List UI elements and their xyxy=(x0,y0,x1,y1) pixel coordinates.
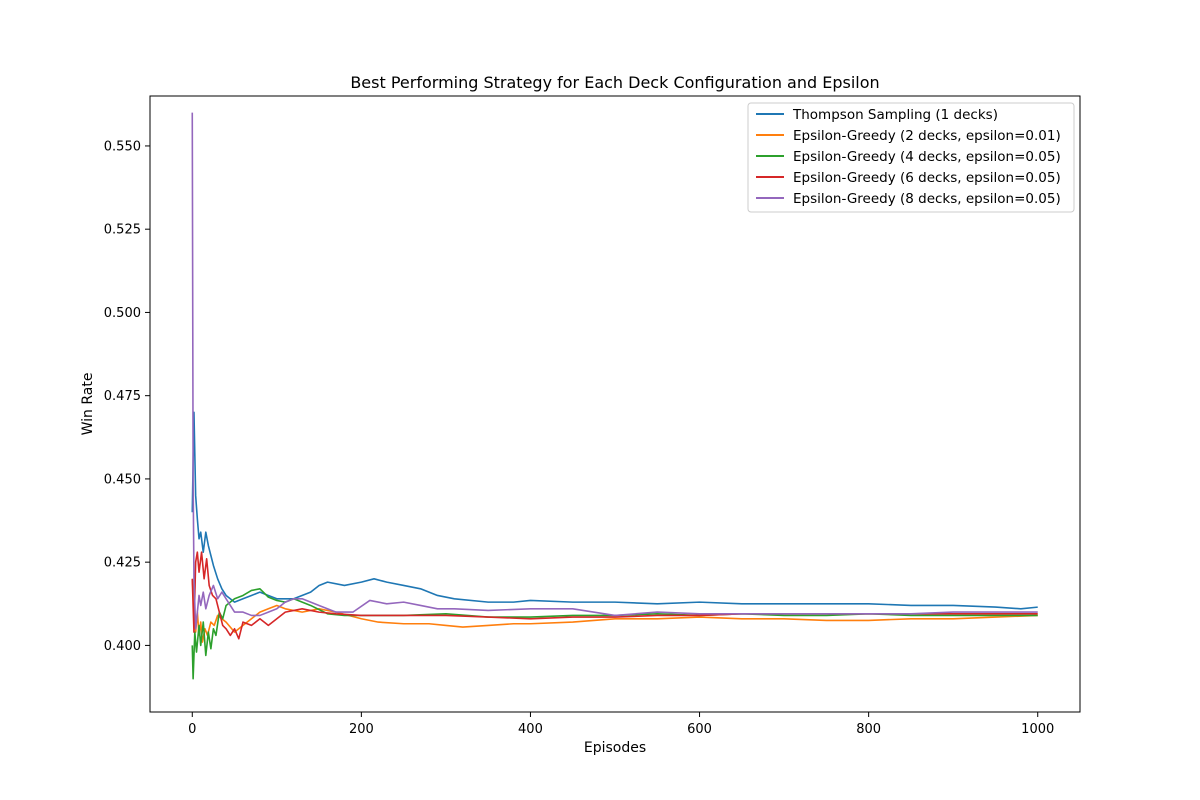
legend-label: Thompson Sampling (1 decks) xyxy=(792,107,998,123)
plot-frame xyxy=(149,95,1081,713)
x-axis-label: Episodes xyxy=(584,740,646,756)
x-tick-label: 400 xyxy=(518,722,543,737)
legend: Thompson Sampling (1 decks) Epsilon-Greed… xyxy=(747,102,1075,213)
series-line-1 xyxy=(191,411,1038,610)
x-axis: 0 200 400 600 800 1000 xyxy=(188,712,1054,737)
y-tick-label: 0.500 xyxy=(104,306,141,321)
y-tick-label: 0.450 xyxy=(104,472,141,487)
y-tick-label: 0.475 xyxy=(104,389,141,404)
series-line-5 xyxy=(191,112,1038,630)
legend-label: Epsilon-Greedy (8 decks, epsilon=0.05) xyxy=(793,191,1061,207)
legend-box xyxy=(747,102,1075,213)
x-tick-label: 600 xyxy=(687,722,712,737)
legend-label: Epsilon-Greedy (2 decks, epsilon=0.01) xyxy=(793,128,1061,144)
y-tick-label: 0.400 xyxy=(104,639,141,654)
y-axis-label: Win Rate xyxy=(80,373,96,436)
y-axis: 0.400 0.425 0.450 0.475 0.500 0.525 0.550 xyxy=(104,139,150,654)
chart-title: Best Performing Strategy for Each Deck C… xyxy=(350,73,879,92)
x-tick-label: 800 xyxy=(856,722,881,737)
y-tick-label: 0.425 xyxy=(104,556,141,571)
x-tick-label: 1000 xyxy=(1021,722,1054,737)
x-tick-label: 0 xyxy=(188,722,196,737)
series-line-2 xyxy=(191,578,1038,643)
legend-label: Epsilon-Greedy (6 decks, epsilon=0.05) xyxy=(793,170,1061,186)
y-tick-label: 0.525 xyxy=(104,223,141,238)
series-layer xyxy=(191,112,1038,680)
series-line-4 xyxy=(191,551,1038,640)
y-tick-label: 0.550 xyxy=(104,139,141,154)
x-tick-label: 200 xyxy=(349,722,374,737)
legend-label: Epsilon-Greedy (4 decks, epsilon=0.05) xyxy=(793,149,1061,165)
